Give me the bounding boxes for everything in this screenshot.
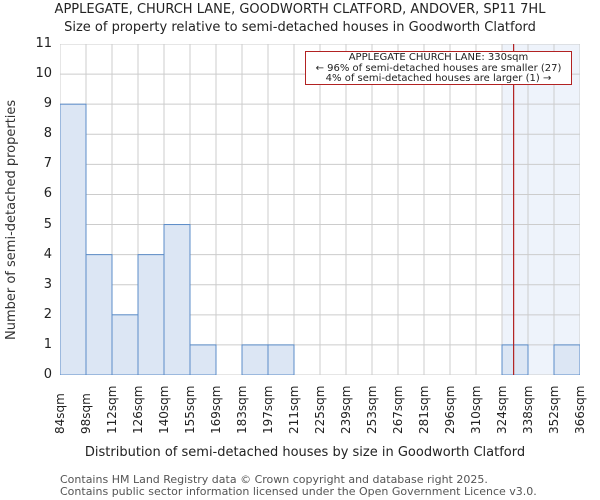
x-tick-label: 310sqm — [469, 385, 483, 434]
histogram — [60, 44, 580, 375]
x-tick-label: 169sqm — [209, 385, 223, 434]
x-tick-label: 324sqm — [495, 385, 509, 434]
x-tick-label: 126sqm — [131, 385, 145, 434]
histogram-bar — [137, 254, 165, 375]
histogram-bar — [241, 344, 269, 375]
x-tick-label: 225sqm — [313, 385, 327, 434]
x-tick-label: 155sqm — [183, 385, 197, 434]
histogram-bar — [189, 344, 217, 375]
x-axis-label: Distribution of semi-detached houses by … — [84, 445, 526, 460]
y-tick-label: 3 — [43, 276, 52, 292]
y-tick-label: 6 — [43, 186, 52, 202]
histogram-bar — [163, 224, 191, 375]
y-tick-label: 11 — [35, 36, 52, 51]
annotation-smaller: ← 96% of semi-detached houses are smalle… — [315, 62, 562, 74]
histogram-bar — [553, 344, 580, 375]
x-tick-label: 338sqm — [521, 385, 535, 434]
footer-licence: Contains public sector information licen… — [60, 485, 537, 498]
x-tick-label: 239sqm — [339, 385, 353, 434]
x-tick-label: 197sqm — [261, 385, 275, 434]
plot-area — [60, 44, 580, 375]
y-tick-label: 7 — [43, 156, 52, 172]
y-tick-label: 0 — [43, 367, 52, 382]
y-tick-label: 10 — [35, 66, 52, 82]
x-tick-label: 140sqm — [157, 385, 171, 434]
x-tick-label: 211sqm — [287, 385, 301, 434]
x-tick-label: 281sqm — [417, 385, 431, 434]
x-tick-label: 296sqm — [443, 385, 457, 434]
x-tick-label: 352sqm — [547, 385, 561, 434]
annotation-larger: 4% of semi-detached houses are larger (1… — [325, 73, 552, 84]
footer-copyright: Contains HM Land Registry data © Crown c… — [60, 473, 488, 486]
chart-title: APPLEGATE, CHURCH LANE, GOODWORTH CLATFO… — [54, 2, 546, 17]
x-tick-label: 112sqm — [105, 385, 119, 434]
histogram-bar — [111, 314, 139, 375]
y-tick-label: 4 — [43, 246, 52, 262]
y-tick-label: 5 — [43, 216, 52, 232]
annotation-box: APPLEGATE CHURCH LANE: 330sqm ← 96% of s… — [305, 51, 572, 85]
histogram-bar — [60, 103, 87, 375]
x-tick-label: 366sqm — [573, 385, 587, 434]
x-tick-label: 253sqm — [365, 385, 379, 434]
histogram-bar — [267, 344, 295, 375]
y-tick-label: 9 — [43, 96, 52, 112]
chart-subtitle: Size of property relative to semi-detach… — [64, 20, 536, 35]
x-tick-label: 267sqm — [391, 385, 405, 434]
y-tick-label: 2 — [43, 306, 52, 322]
annotation-title: APPLEGATE CHURCH LANE: 330sqm — [348, 52, 529, 63]
x-tick-label: 98sqm — [79, 393, 93, 434]
histogram-bar — [501, 344, 529, 375]
y-axis-label: Number of semi-detached properties — [4, 99, 19, 340]
x-tick-label: 84sqm — [53, 393, 67, 434]
x-tick-label: 183sqm — [235, 385, 249, 434]
y-tick-label: 1 — [43, 336, 52, 352]
y-tick-label: 8 — [43, 126, 52, 142]
histogram-bar — [85, 254, 113, 375]
